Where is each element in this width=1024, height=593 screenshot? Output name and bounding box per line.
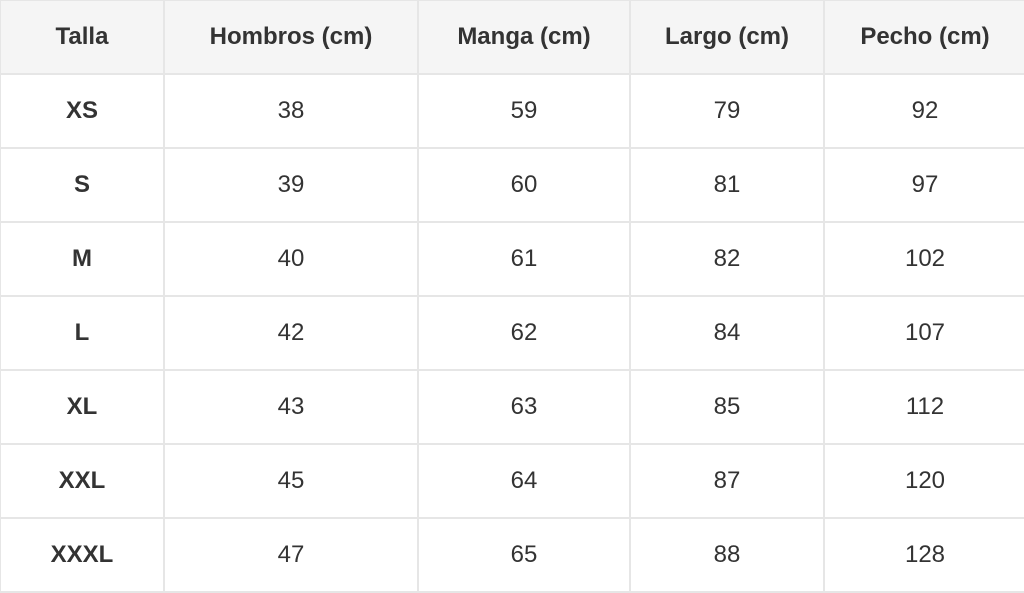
cell-chest: 97	[823, 147, 1024, 223]
cell-shoulders: 39	[163, 147, 419, 223]
table-row: S 39 60 81 97	[0, 147, 1024, 223]
table-row: XXL 45 64 87 120	[0, 443, 1024, 519]
cell-sleeve: 65	[417, 517, 631, 593]
cell-length: 88	[629, 517, 825, 593]
cell-chest: 120	[823, 443, 1024, 519]
cell-sleeve: 62	[417, 295, 631, 371]
cell-chest: 92	[823, 73, 1024, 149]
cell-size: L	[0, 295, 165, 371]
table-row: XS 38 59 79 92	[0, 73, 1024, 149]
table-row: L 42 62 84 107	[0, 295, 1024, 371]
header-chest: Pecho (cm)	[823, 0, 1024, 75]
cell-size: XXL	[0, 443, 165, 519]
header-row: Talla Hombros (cm) Manga (cm) Largo (cm)…	[0, 0, 1024, 75]
cell-size: M	[0, 221, 165, 297]
cell-size: S	[0, 147, 165, 223]
cell-size: XL	[0, 369, 165, 445]
table-row: XL 43 63 85 112	[0, 369, 1024, 445]
cell-sleeve: 63	[417, 369, 631, 445]
cell-sleeve: 64	[417, 443, 631, 519]
cell-size: XXXL	[0, 517, 165, 593]
cell-shoulders: 38	[163, 73, 419, 149]
cell-shoulders: 42	[163, 295, 419, 371]
table-row: XXXL 47 65 88 128	[0, 517, 1024, 593]
cell-sleeve: 59	[417, 73, 631, 149]
table-row: M 40 61 82 102	[0, 221, 1024, 297]
cell-length: 87	[629, 443, 825, 519]
header-size: Talla	[0, 0, 165, 75]
cell-chest: 112	[823, 369, 1024, 445]
cell-shoulders: 43	[163, 369, 419, 445]
cell-chest: 128	[823, 517, 1024, 593]
header-length: Largo (cm)	[629, 0, 825, 75]
header-shoulders: Hombros (cm)	[163, 0, 419, 75]
cell-sleeve: 60	[417, 147, 631, 223]
cell-length: 85	[629, 369, 825, 445]
cell-length: 82	[629, 221, 825, 297]
cell-shoulders: 47	[163, 517, 419, 593]
cell-shoulders: 40	[163, 221, 419, 297]
cell-sleeve: 61	[417, 221, 631, 297]
cell-shoulders: 45	[163, 443, 419, 519]
cell-chest: 102	[823, 221, 1024, 297]
cell-length: 81	[629, 147, 825, 223]
cell-chest: 107	[823, 295, 1024, 371]
cell-length: 79	[629, 73, 825, 149]
header-sleeve: Manga (cm)	[417, 0, 631, 75]
cell-size: XS	[0, 73, 165, 149]
cell-length: 84	[629, 295, 825, 371]
